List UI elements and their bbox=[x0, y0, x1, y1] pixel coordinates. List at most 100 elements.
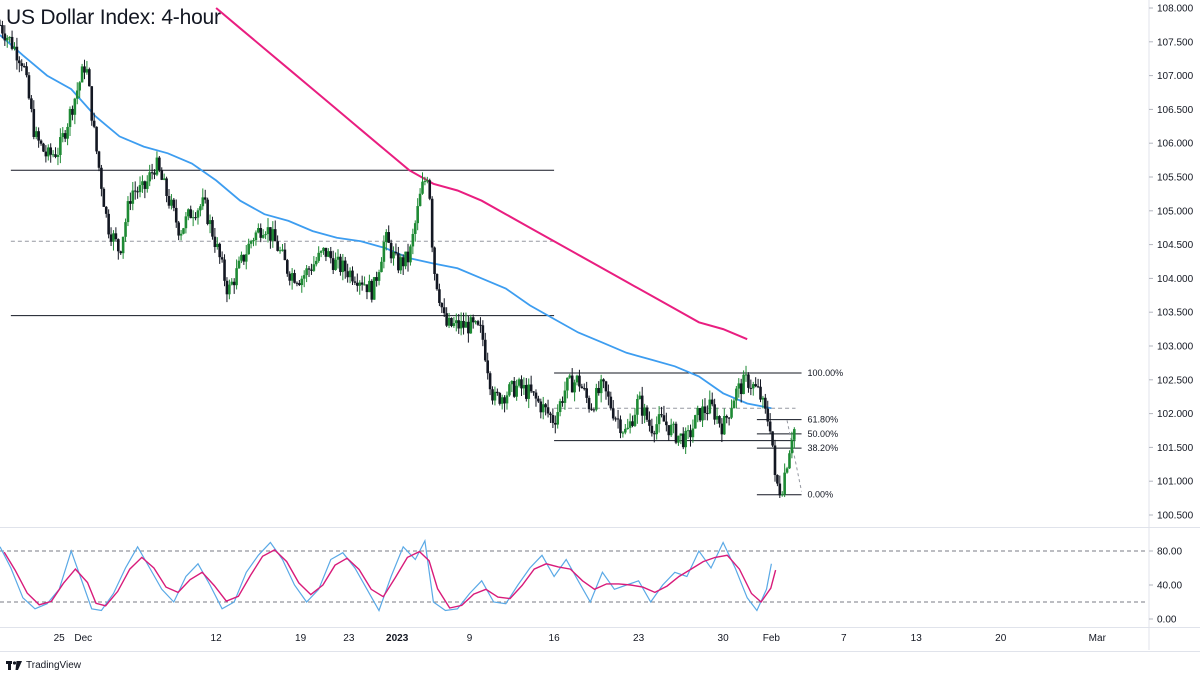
candle bbox=[117, 238, 120, 260]
candle bbox=[710, 392, 714, 407]
candle-body bbox=[662, 415, 666, 422]
candle bbox=[551, 408, 555, 429]
candle bbox=[184, 212, 188, 234]
y-tick-label: 106.000 bbox=[1157, 139, 1194, 150]
candle-body bbox=[201, 197, 205, 207]
candle bbox=[165, 176, 168, 203]
candle bbox=[616, 409, 620, 429]
candle bbox=[626, 418, 630, 430]
candle-body bbox=[756, 386, 760, 388]
candle bbox=[749, 379, 753, 396]
candle bbox=[56, 147, 60, 166]
y-tick-label: 101.500 bbox=[1157, 443, 1194, 454]
candle-body bbox=[793, 429, 796, 440]
candle bbox=[520, 375, 523, 396]
candle-body bbox=[626, 427, 630, 429]
candle bbox=[174, 199, 178, 228]
candle bbox=[312, 256, 316, 272]
candle-body bbox=[529, 384, 533, 392]
candle-body bbox=[689, 430, 692, 438]
candle bbox=[744, 365, 748, 382]
candle bbox=[539, 398, 543, 419]
candle-body bbox=[95, 126, 98, 152]
candle bbox=[107, 209, 110, 239]
candle bbox=[438, 283, 441, 307]
stochastic-k-line bbox=[0, 538, 772, 612]
fib-level-label: 100.00% bbox=[808, 368, 844, 378]
candle bbox=[645, 405, 649, 422]
candle bbox=[63, 130, 67, 143]
candle-body bbox=[421, 181, 424, 194]
candle-body bbox=[20, 63, 24, 66]
candle-body bbox=[624, 428, 627, 433]
candle bbox=[211, 216, 214, 240]
candle bbox=[27, 72, 31, 100]
fib-trend-line bbox=[786, 420, 803, 492]
candle-body bbox=[346, 271, 349, 278]
y-tick-label: 102.500 bbox=[1157, 375, 1194, 386]
candle-body bbox=[771, 431, 774, 446]
candle bbox=[631, 415, 634, 428]
candle bbox=[672, 421, 675, 434]
candle-body bbox=[100, 167, 103, 189]
candle-body bbox=[754, 384, 757, 387]
candle bbox=[413, 220, 417, 242]
candle bbox=[624, 424, 627, 435]
candle-body bbox=[129, 201, 132, 204]
candle-body bbox=[633, 414, 637, 426]
candle-body bbox=[462, 320, 465, 328]
candle-body bbox=[544, 404, 547, 408]
candle bbox=[496, 388, 499, 396]
candle bbox=[643, 403, 646, 424]
candle bbox=[249, 239, 253, 249]
candle bbox=[30, 95, 33, 113]
candle-body bbox=[264, 234, 267, 236]
candle bbox=[230, 278, 234, 286]
candle-body bbox=[455, 320, 458, 324]
candle-body bbox=[672, 423, 675, 425]
candle-body bbox=[307, 268, 311, 270]
candle bbox=[447, 312, 451, 329]
candle-body bbox=[602, 379, 605, 382]
candle bbox=[298, 280, 301, 287]
candle-body bbox=[288, 273, 292, 281]
candle bbox=[375, 271, 378, 287]
candle-body bbox=[640, 395, 644, 416]
candle-body bbox=[426, 180, 429, 182]
candle-body bbox=[582, 388, 586, 390]
candle bbox=[307, 266, 311, 277]
candle bbox=[691, 419, 695, 443]
candle-body bbox=[220, 257, 224, 260]
candle-body bbox=[327, 251, 330, 257]
candle bbox=[462, 312, 465, 335]
candle-body bbox=[684, 430, 687, 448]
candle-body bbox=[310, 269, 313, 271]
candle bbox=[15, 37, 19, 70]
candle-body bbox=[334, 259, 337, 270]
x-tick-label: 25 bbox=[54, 633, 66, 644]
candle bbox=[751, 381, 755, 396]
candle-body bbox=[230, 281, 234, 285]
candle-body bbox=[532, 391, 535, 393]
candle-body bbox=[145, 181, 149, 189]
candle bbox=[220, 251, 224, 263]
candle bbox=[566, 377, 569, 399]
candle-body bbox=[783, 472, 786, 495]
candle-body bbox=[286, 260, 289, 274]
candle-body bbox=[317, 252, 320, 261]
candle bbox=[401, 254, 405, 275]
candle-body bbox=[102, 188, 106, 207]
candle bbox=[136, 186, 139, 199]
candle bbox=[428, 178, 432, 201]
candle bbox=[694, 414, 697, 429]
candle-body bbox=[1, 25, 4, 34]
candle bbox=[778, 475, 782, 499]
candle-body bbox=[413, 223, 417, 234]
candle bbox=[358, 280, 362, 295]
candle-body bbox=[225, 280, 229, 295]
candle-body bbox=[341, 260, 345, 273]
candle-body bbox=[580, 386, 584, 389]
candle-body bbox=[522, 384, 526, 389]
candle bbox=[421, 172, 424, 195]
